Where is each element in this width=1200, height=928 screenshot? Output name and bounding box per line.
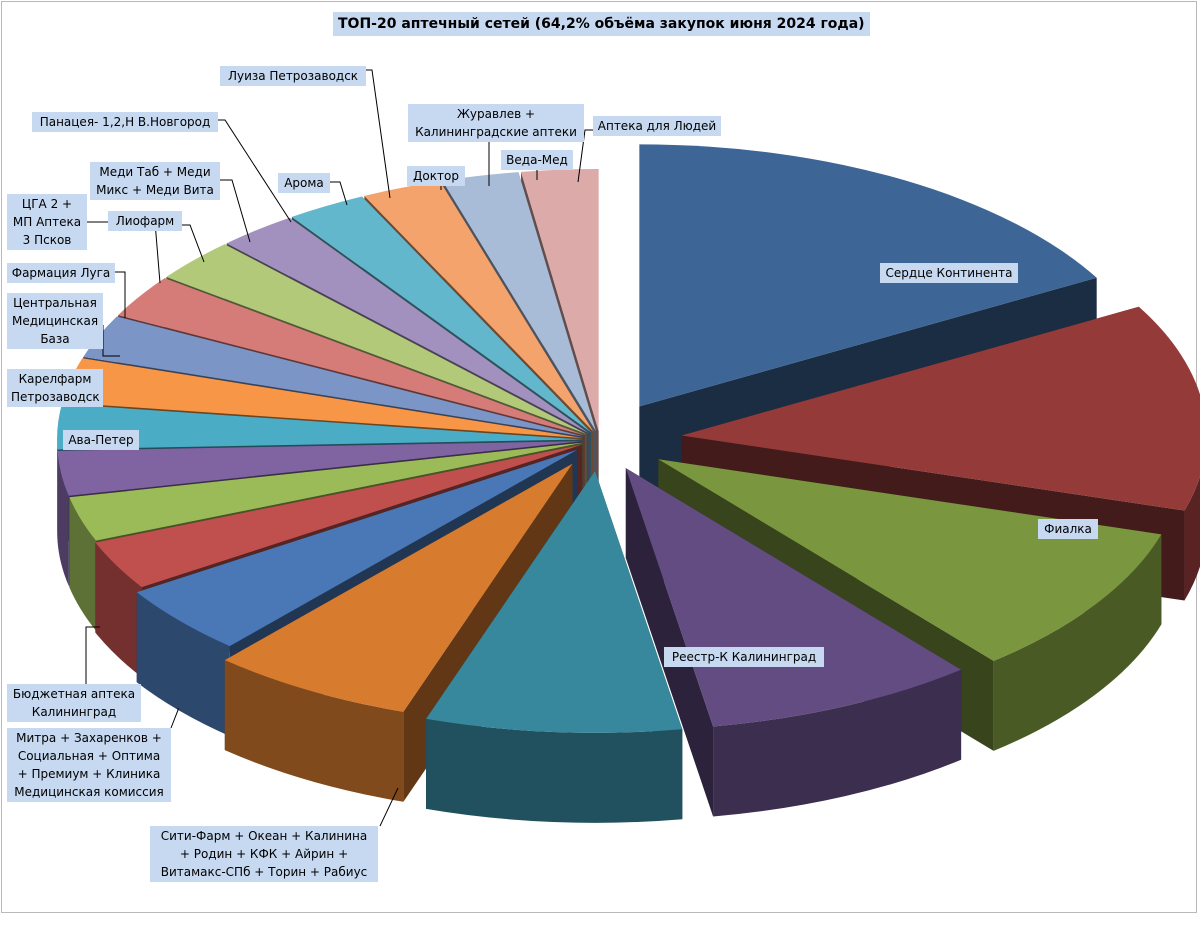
data-label: Сердце Континента xyxy=(880,263,1018,283)
leader-line xyxy=(220,179,251,243)
slice-top xyxy=(224,463,573,712)
slice-outer-wall xyxy=(993,534,1162,751)
slice-top xyxy=(166,244,587,435)
leader-line xyxy=(366,69,391,199)
leader-line xyxy=(182,224,205,263)
slice-top xyxy=(442,172,597,432)
data-label: Панацея- 1,2,Н В.Новгород xyxy=(32,112,218,132)
data-label: Ава-Петер xyxy=(63,430,139,450)
pie-slice xyxy=(426,470,683,823)
data-label: Фиалка xyxy=(1038,519,1098,539)
data-label: Аптека для Людей xyxy=(593,116,721,136)
data-label: Лиофарм xyxy=(108,211,182,231)
leader-line xyxy=(379,787,399,827)
data-label: Бюджетная аптека Калининград xyxy=(7,684,141,722)
data-label: Митра + Захаренков + Социальная + Оптима… xyxy=(7,728,171,802)
slice-side-wall xyxy=(625,468,714,817)
leader-line xyxy=(170,708,179,729)
slice-top xyxy=(57,441,583,496)
slice-top xyxy=(639,144,1097,407)
slice-top xyxy=(136,449,578,647)
slice-outer-wall xyxy=(224,660,404,802)
slice-outer-wall xyxy=(95,542,142,678)
data-label: Веда-Мед xyxy=(501,150,573,170)
slice-top xyxy=(291,196,591,433)
slice-outer-wall xyxy=(57,450,69,586)
leader-line xyxy=(102,325,120,357)
leader-line xyxy=(115,271,126,318)
leader-line xyxy=(85,626,100,684)
slice-top xyxy=(83,316,584,437)
leader-line xyxy=(218,119,292,223)
data-label: ЦГА 2 + МП Аптека 3 Псков xyxy=(7,194,87,250)
slice-outer-wall xyxy=(136,592,230,737)
data-label: Фармация Луга xyxy=(7,263,115,283)
chart-title: ТОП-20 аптечный сетей (64,2% объёма заку… xyxy=(333,12,870,36)
data-label: Журавлев + Калининградские аптеки xyxy=(408,104,584,142)
slice-outer-wall xyxy=(1184,476,1200,601)
leader-line xyxy=(330,181,348,206)
data-label: Луиза Петрозаводск xyxy=(220,66,366,86)
data-label: Арома xyxy=(278,173,330,193)
slice-top xyxy=(226,217,589,434)
slice-top xyxy=(658,459,1162,661)
data-label: Реестр-К Калининград xyxy=(664,647,824,667)
slice-outer-wall xyxy=(69,497,96,631)
slice-top xyxy=(521,169,599,432)
slice-top xyxy=(364,181,594,432)
slice-top xyxy=(95,444,583,588)
data-label: Меди Таб + Меди Микс + Меди Вита xyxy=(90,162,220,200)
data-label: Центральная Медицинская База xyxy=(7,293,103,349)
data-label: Доктор xyxy=(407,166,465,186)
slice-top xyxy=(426,470,683,733)
slice-top xyxy=(118,278,585,436)
slice-top xyxy=(57,404,583,450)
slice-top xyxy=(62,358,583,439)
leader-line xyxy=(577,129,593,183)
slice-top xyxy=(69,442,583,541)
data-label: Карелфарм Петрозаводск xyxy=(7,369,103,407)
slice-outer-wall xyxy=(713,669,962,817)
slice-outer-wall xyxy=(426,718,683,823)
slice-top xyxy=(681,306,1200,511)
data-label: Сити-Фарм + Океан + Калинина + Родин + К… xyxy=(150,826,378,882)
